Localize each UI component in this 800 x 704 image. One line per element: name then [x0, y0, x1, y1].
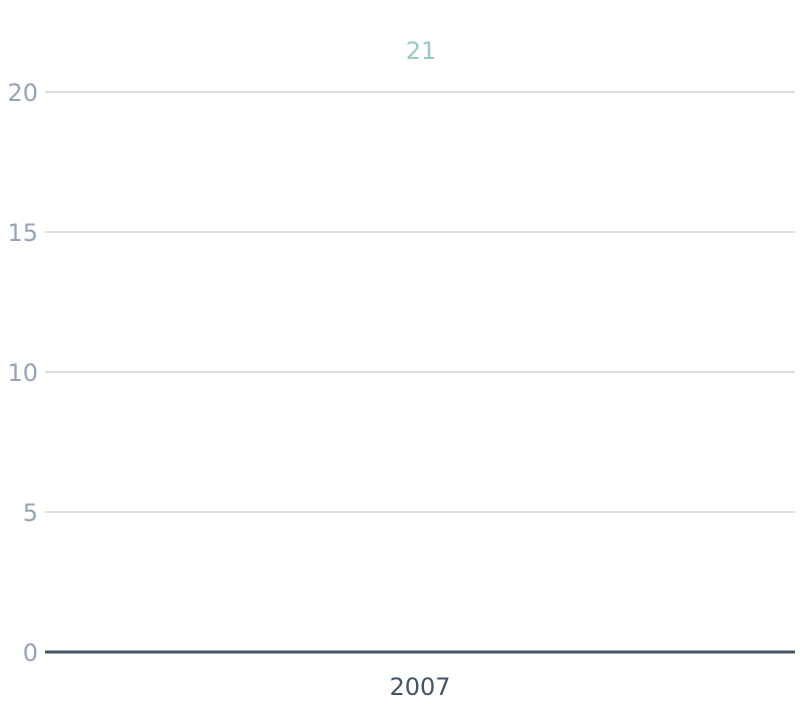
grid-lines — [45, 91, 795, 513]
x-axis-tick-labels: 2007 — [389, 673, 450, 701]
y-tick-label: 10 — [7, 359, 38, 387]
y-tick-label: 5 — [23, 499, 38, 527]
y-axis-tick-labels: 0 5 10 15 20 — [7, 79, 38, 667]
y-tick-label: 20 — [7, 79, 38, 107]
data-label: 21 — [406, 37, 437, 65]
y-tick-label: 15 — [7, 219, 38, 247]
data-labels: 21 — [406, 37, 437, 65]
x-tick-label: 2007 — [389, 673, 450, 700]
y-tick-label: 0 — [23, 639, 38, 667]
